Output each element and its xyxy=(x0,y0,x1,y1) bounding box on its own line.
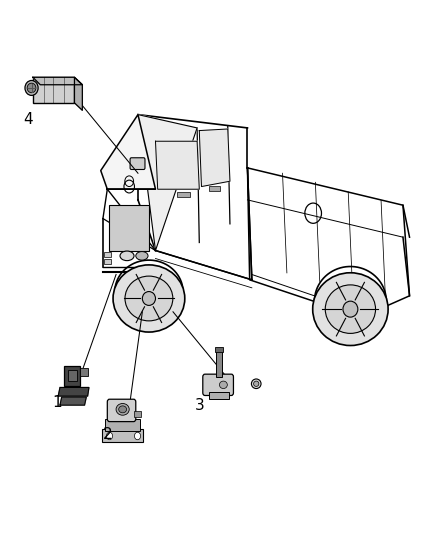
Bar xyxy=(102,429,143,442)
Bar xyxy=(109,205,149,251)
Ellipse shape xyxy=(325,285,375,334)
Bar xyxy=(215,347,223,352)
Polygon shape xyxy=(74,77,82,110)
Bar xyxy=(177,192,190,197)
Bar xyxy=(104,259,111,264)
Ellipse shape xyxy=(254,381,259,386)
Text: 3: 3 xyxy=(194,398,204,413)
Text: 4: 4 xyxy=(24,112,33,127)
Bar xyxy=(64,366,80,386)
Ellipse shape xyxy=(142,292,155,305)
Bar xyxy=(216,351,222,377)
Text: 1: 1 xyxy=(52,395,62,410)
Polygon shape xyxy=(101,115,155,189)
Polygon shape xyxy=(33,77,82,85)
Bar xyxy=(134,411,141,417)
Bar xyxy=(80,368,88,376)
Circle shape xyxy=(106,432,113,440)
Bar xyxy=(104,252,111,257)
Ellipse shape xyxy=(120,251,134,261)
FancyBboxPatch shape xyxy=(203,374,233,395)
Polygon shape xyxy=(138,115,197,251)
Ellipse shape xyxy=(343,301,358,317)
Polygon shape xyxy=(60,397,86,405)
Text: 2: 2 xyxy=(102,427,112,442)
Ellipse shape xyxy=(25,80,38,95)
Ellipse shape xyxy=(27,83,36,93)
Ellipse shape xyxy=(251,379,261,389)
Ellipse shape xyxy=(136,252,148,260)
Ellipse shape xyxy=(116,403,129,415)
Polygon shape xyxy=(58,387,89,396)
Ellipse shape xyxy=(125,276,173,321)
FancyBboxPatch shape xyxy=(107,399,136,422)
Bar xyxy=(105,419,140,431)
Ellipse shape xyxy=(313,273,388,345)
Polygon shape xyxy=(199,129,230,187)
Polygon shape xyxy=(155,141,199,189)
Ellipse shape xyxy=(119,406,127,413)
Ellipse shape xyxy=(219,381,227,389)
Bar xyxy=(68,370,77,381)
FancyBboxPatch shape xyxy=(130,158,145,169)
Bar xyxy=(209,392,229,399)
Ellipse shape xyxy=(113,265,185,332)
Bar xyxy=(33,77,74,103)
Bar xyxy=(209,186,220,191)
Circle shape xyxy=(134,432,141,440)
